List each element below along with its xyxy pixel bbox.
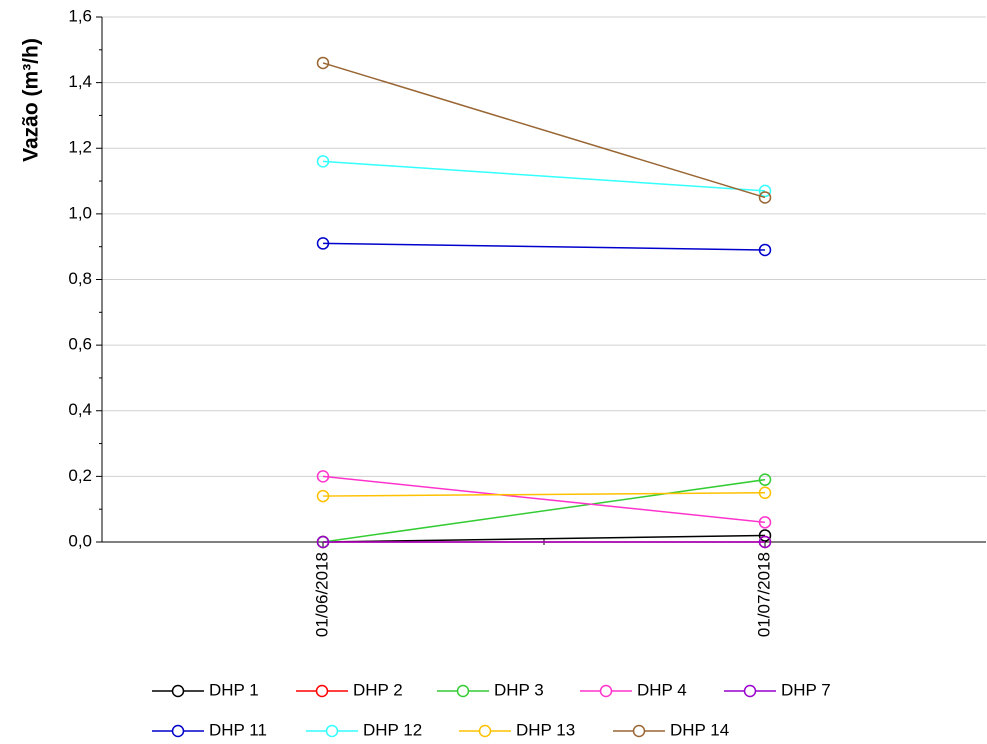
legend-marker — [171, 684, 185, 698]
y-tick-label: 1,0 — [68, 203, 92, 222]
marker — [316, 489, 330, 503]
series-line — [322, 475, 766, 524]
y-tick-label: 0,6 — [68, 335, 92, 354]
legend-label: DHP 7 — [781, 680, 831, 699]
legend-marker — [456, 684, 470, 698]
y-tick-label: 0,4 — [68, 400, 92, 419]
marker — [758, 486, 772, 500]
y-tick-label: 0,8 — [68, 269, 92, 288]
marker — [316, 155, 330, 168]
series-line — [322, 242, 766, 251]
legend-marker — [478, 724, 492, 738]
y-tick-label: 1,2 — [68, 138, 92, 157]
legend-label: DHP 11 — [209, 720, 267, 739]
legend-marker — [632, 724, 646, 738]
marker — [316, 535, 330, 549]
marker — [758, 516, 772, 529]
legend-marker — [599, 684, 613, 698]
marker — [316, 56, 330, 70]
series-line — [322, 62, 766, 199]
y-axis-title: Vazão (m³/h) — [20, 38, 43, 162]
x-tick-label: 01/06/2018 — [312, 552, 331, 637]
series-line — [322, 478, 766, 543]
y-tick-label: 0,0 — [68, 531, 92, 550]
legend-label: DHP 3 — [494, 680, 544, 699]
legend-label: DHP 14 — [670, 720, 729, 739]
marker — [758, 184, 772, 198]
marker — [316, 237, 330, 250]
legend-label: DHP 12 — [363, 720, 422, 739]
x-tick-label: 01/07/2018 — [754, 552, 773, 637]
y-tick-label: 1,6 — [68, 6, 92, 25]
y-tick-label: 1,4 — [68, 72, 92, 91]
marker — [758, 535, 772, 549]
series-line — [322, 160, 766, 192]
legend-marker — [743, 684, 757, 698]
legend-marker — [325, 724, 339, 738]
marker — [758, 529, 772, 542]
legend-marker — [315, 684, 329, 698]
marker — [758, 473, 772, 486]
legend-label: DHP 13 — [516, 720, 575, 739]
y-tick-label: 0,2 — [68, 466, 92, 485]
legend-marker — [171, 724, 185, 738]
marker — [758, 243, 772, 257]
legend-label: DHP 4 — [637, 680, 687, 699]
legend-label: DHP 1 — [209, 680, 259, 699]
marker — [316, 470, 330, 483]
series-line — [322, 534, 766, 543]
legend-label: DHP 2 — [353, 680, 403, 699]
marker — [758, 191, 772, 204]
series-line — [322, 492, 766, 497]
